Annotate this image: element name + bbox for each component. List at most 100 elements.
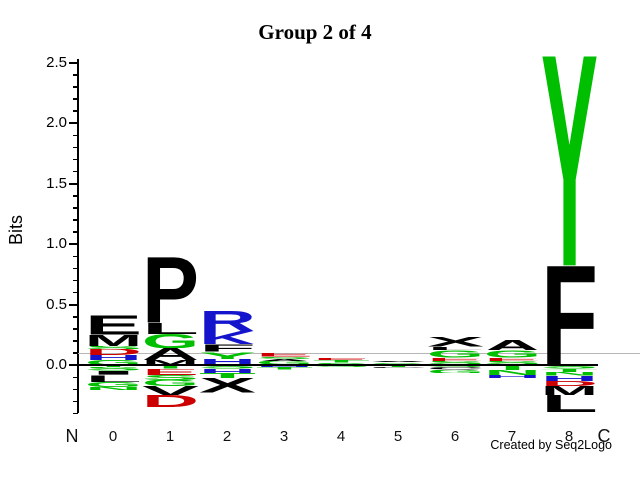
- svg-text:V: V: [142, 386, 199, 396]
- svg-text:G: G: [142, 334, 199, 349]
- svg-text:L: L: [541, 395, 598, 412]
- y-minor-tick: [73, 86, 78, 88]
- svg-text:S: S: [427, 365, 484, 367]
- zero-baseline: [78, 364, 598, 366]
- svg-text:H: H: [541, 376, 598, 381]
- svg-text:E: E: [484, 358, 541, 362]
- logo-letter-0-L: L: [85, 375, 142, 382]
- logo-letter-1-L: L: [142, 323, 199, 334]
- svg-text:H: H: [199, 359, 256, 365]
- y-minor-tick: [73, 412, 78, 415]
- logo-letter-0-N: N: [85, 387, 142, 391]
- x-tick-label-C: C: [597, 426, 611, 446]
- svg-text:X: X: [427, 337, 484, 347]
- svg-text:L: L: [85, 375, 142, 382]
- y-tick-label: 1.0: [46, 235, 67, 252]
- svg-text:A: A: [256, 359, 313, 361]
- svg-text:D: D: [142, 395, 199, 407]
- svg-text:E: E: [256, 353, 313, 357]
- svg-text:T: T: [256, 367, 313, 369]
- svg-text:T: T: [85, 365, 142, 367]
- svg-text:H: H: [484, 375, 541, 379]
- svg-text:L: L: [427, 347, 484, 351]
- logo-letter-0-E: E: [85, 315, 142, 334]
- svg-text:S: S: [541, 365, 598, 369]
- x-tick-label-2: 2: [222, 428, 232, 445]
- logo-letter-3-G: G: [256, 361, 313, 365]
- svg-text:S: S: [85, 346, 142, 350]
- logo-letter-1-S: S: [142, 375, 199, 380]
- y-minor-tick: [73, 400, 78, 403]
- logo-letter-7-G: G: [484, 350, 541, 357]
- logo-letter-2-R: R: [199, 311, 256, 332]
- logo-letter-1-A: A: [142, 348, 199, 360]
- svg-text:Y: Y: [199, 352, 256, 359]
- svg-text:G: G: [427, 370, 484, 374]
- logo-letter-6-X: X: [427, 337, 484, 347]
- svg-text:N: N: [85, 387, 142, 391]
- svg-text:F: F: [541, 266, 598, 365]
- logo-letter-6-C: C: [427, 367, 484, 369]
- logo-letter-7-T: T: [484, 365, 541, 370]
- y-axis-line: [77, 59, 79, 413]
- svg-text:A: A: [142, 348, 199, 360]
- y-major-tick: [69, 182, 78, 185]
- logo-letter-0-D: D: [85, 349, 142, 355]
- logo-letter-8-Y: Y: [541, 56, 598, 265]
- logo-letter-2-S: S: [199, 365, 256, 369]
- logo-letter-5-C: C: [370, 367, 427, 368]
- y-major-tick: [69, 364, 78, 366]
- logo-letter-8-H: H: [541, 376, 598, 381]
- logo-letter-1-G: G: [142, 380, 199, 386]
- logo-letter-0-G: G: [85, 382, 142, 387]
- logo-letter-6-G: G: [427, 350, 484, 357]
- credit-text: Created by Seq2Logo: [490, 438, 612, 452]
- logo-letter-7-S: S: [484, 361, 541, 365]
- logo-letter-0-G: G: [85, 360, 142, 365]
- svg-text:M: M: [142, 360, 199, 365]
- logo-letter-1-D: D: [142, 395, 199, 407]
- logo-letter-6-G: G: [427, 370, 484, 374]
- svg-text:G: G: [85, 360, 142, 365]
- svg-text:E: E: [427, 358, 484, 362]
- logo-letter-3-E: E: [256, 353, 313, 357]
- y-major-tick: [69, 122, 78, 124]
- svg-text:Y: Y: [541, 56, 598, 265]
- svg-text:N: N: [541, 372, 598, 376]
- svg-text:E: E: [85, 315, 142, 334]
- svg-text:H: H: [199, 369, 256, 374]
- logo-letter-0-H: H: [85, 355, 142, 360]
- logo-letter-7-A: A: [484, 340, 541, 351]
- y-tick-label: 2.0: [46, 114, 67, 131]
- svg-text:S: S: [85, 367, 142, 371]
- y-minor-tick: [73, 328, 78, 330]
- logo-letter-2-H: H: [199, 359, 256, 365]
- logo-letter-2-Y: Y: [199, 352, 256, 359]
- logo-letter-1-P: P: [142, 257, 199, 322]
- y-minor-tick: [73, 388, 78, 391]
- logo-letter-4-S: S: [313, 365, 370, 367]
- logo-letter-5-T: T: [370, 365, 427, 367]
- logo-letter-1-T: T: [142, 365, 199, 369]
- y-minor-tick: [73, 376, 78, 379]
- svg-text:L: L: [142, 323, 199, 334]
- svg-text:D: D: [85, 349, 142, 355]
- svg-text:G: G: [370, 363, 427, 365]
- svg-text:T: T: [313, 360, 370, 362]
- svg-text:S: S: [484, 361, 541, 365]
- svg-text:T: T: [541, 369, 598, 373]
- svg-text:G: G: [484, 350, 541, 357]
- y-major-tick: [69, 303, 78, 306]
- y-major-tick: [69, 243, 78, 245]
- svg-text:T: T: [142, 365, 199, 369]
- y-minor-tick: [73, 110, 78, 112]
- svg-text:S: S: [256, 357, 313, 359]
- logo-letter-2-H: H: [199, 369, 256, 374]
- logo-letter-1-E: E: [142, 369, 199, 375]
- x-tick-label-5: 5: [393, 428, 403, 445]
- logo-letter-0-M: M: [85, 335, 142, 346]
- svg-text:S: S: [313, 363, 370, 365]
- svg-text:D: D: [541, 381, 598, 386]
- logo-letter-5-G: G: [370, 363, 427, 365]
